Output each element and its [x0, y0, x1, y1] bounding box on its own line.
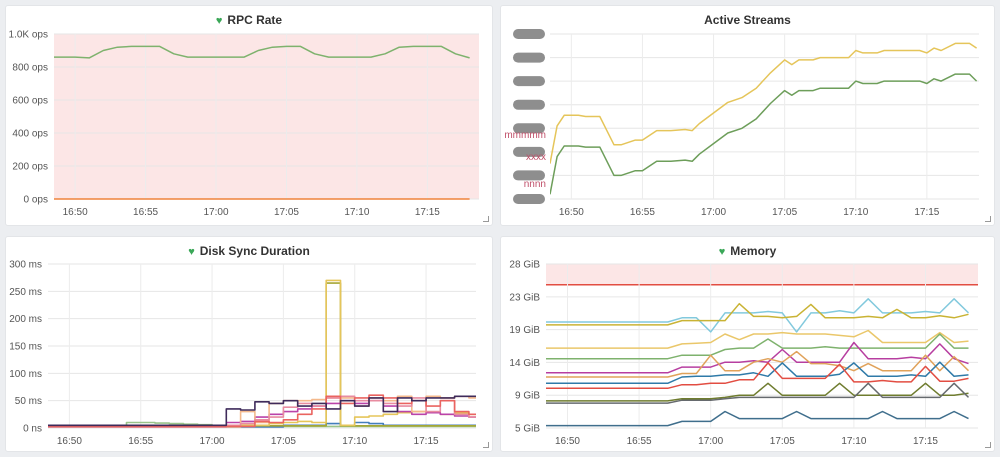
y-tick-label: 250 ms [9, 287, 42, 298]
x-tick-label: 16:55 [133, 207, 158, 218]
x-tick-label: 16:50 [57, 436, 82, 447]
x-tick-label: 16:50 [63, 207, 88, 218]
series-line-2 [546, 329, 969, 349]
panel-rpc-rate: 0 ops 200 ops 400 ops 600 ops 800 ops 1.0K op… [5, 5, 493, 226]
series-line-7 [48, 394, 476, 428]
threshold-band [546, 264, 978, 285]
series-line-5 [546, 350, 970, 378]
series-line-0 [54, 45, 470, 59]
y-tick-label-redacted [513, 52, 545, 63]
x-tick-label: 16:55 [630, 207, 655, 218]
disk-sync-duration-chart: 0 ns 50 ms 100 ms 150 ms 200 ms 250 ms 300 ms 1… [9, 260, 476, 447]
y-tick-label-redacted [513, 76, 545, 87]
resize-handle[interactable] [483, 216, 489, 222]
y-tick-label: 19 GiB [509, 325, 540, 336]
redaction-mark: nnnn [524, 179, 546, 190]
panel-title[interactable]: ♥ RPC Rate [6, 13, 492, 27]
x-tick-label: 17:05 [772, 207, 797, 218]
series-line-8 [546, 382, 969, 402]
series-line-4 [546, 341, 969, 374]
x-tick-label: 17:15 [414, 436, 439, 447]
x-tick-label: 17:10 [841, 436, 866, 447]
x-tick-label: 17:05 [271, 436, 296, 447]
series-line-0 [546, 298, 970, 333]
heart-icon: ♥ [215, 15, 223, 27]
redaction-mark: mmmmm [504, 130, 546, 141]
x-tick-label: 17:10 [344, 207, 369, 218]
y-tick-label: 100 ms [9, 369, 42, 380]
x-tick-label: 16:50 [559, 207, 584, 218]
y-tick-label: 14 GiB [509, 358, 540, 369]
panel-title-text: RPC Rate [227, 13, 283, 27]
series-line-3 [48, 279, 476, 428]
redaction-mark: xxxx [526, 152, 546, 163]
series-line-1 [546, 302, 969, 326]
panel-title[interactable]: ♥ Disk Sync Duration [6, 244, 492, 258]
resize-handle[interactable] [985, 442, 991, 448]
panel-active-streams: mmmmm xxxx nnnn 16:50 16:55 17:00 17:05 17:10 17… [500, 5, 995, 226]
series-line-6 [546, 361, 969, 385]
threshold-band [54, 34, 479, 199]
y-tick-label: 50 ms [15, 396, 42, 407]
y-tick-label: 200 ops [12, 162, 48, 173]
x-tick-label: 16:50 [555, 436, 580, 447]
x-tick-label: 17:05 [770, 436, 795, 447]
y-tick-label: 9 GiB [515, 391, 540, 402]
series-line-0 [550, 42, 978, 164]
active-streams-chart: mmmmm xxxx nnnn 16:50 16:55 17:00 17:05 17:10 17… [504, 29, 979, 218]
y-tick-label-redacted [513, 170, 545, 181]
y-tick-label: 0 ns [23, 424, 42, 435]
heart-icon: ♥ [188, 246, 195, 258]
x-tick-label: 17:10 [342, 436, 367, 447]
y-tick-label: 23 GiB [509, 292, 540, 303]
panel-title-text: Memory [730, 244, 777, 258]
heart-icon: ♥ [718, 246, 726, 258]
y-tick-label: 5 GiB [515, 424, 540, 435]
x-tick-label: 17:15 [913, 436, 938, 447]
series-line-7 [546, 362, 969, 390]
y-tick-label: 800 ops [12, 63, 48, 74]
series-line-9 [546, 382, 970, 404]
y-tick-label: 200 ms [9, 314, 42, 325]
x-tick-label: 17:00 [204, 207, 229, 218]
resize-handle[interactable] [985, 216, 991, 222]
panel-title[interactable]: Active Streams [501, 13, 994, 27]
y-tick-label: 300 ms [9, 260, 42, 271]
memory-chart: 5 GiB 9 GiB 14 GiB 19 GiB 23 GiB 28 GiB 16:50 1… [509, 260, 978, 447]
panel-title-text: Active Streams [704, 13, 791, 27]
y-tick-label: 150 ms [9, 342, 42, 353]
y-tick-label: 400 ops [12, 129, 48, 140]
panel-title-text: Disk Sync Duration [199, 244, 310, 258]
x-tick-label: 17:10 [843, 207, 868, 218]
y-tick-label-redacted [513, 146, 545, 157]
y-tick-label-redacted [513, 29, 545, 39]
x-tick-label: 17:15 [914, 207, 939, 218]
y-tick-label-redacted [513, 194, 545, 204]
x-tick-label: 17:05 [274, 207, 299, 218]
panel-memory: 5 GiB 9 GiB 14 GiB 19 GiB 23 GiB 28 GiB 16:50 1… [500, 236, 995, 452]
series-line-8 [48, 395, 476, 427]
y-tick-label: 600 ops [12, 96, 48, 107]
x-tick-label: 16:55 [627, 436, 652, 447]
series-line-1 [550, 73, 978, 195]
y-tick-label: 28 GiB [509, 260, 540, 271]
x-tick-label: 17:00 [698, 436, 723, 447]
resize-handle[interactable] [483, 442, 489, 448]
y-tick-label-redacted [513, 99, 545, 110]
x-tick-label: 17:15 [415, 207, 440, 218]
x-tick-label: 17:00 [701, 207, 726, 218]
x-tick-label: 17:00 [200, 436, 225, 447]
x-tick-label: 16:55 [128, 436, 153, 447]
series-line-10 [546, 410, 969, 427]
y-tick-label-redacted [513, 123, 545, 134]
series-line-3 [546, 333, 969, 360]
panel-disk-sync-duration: 0 ns 50 ms 100 ms 150 ms 200 ms 250 ms 300 ms 1… [5, 236, 493, 452]
y-tick-label: 0 ops [24, 195, 48, 206]
series-line-2 [48, 282, 476, 427]
panel-title[interactable]: ♥ Memory [501, 244, 994, 258]
rpc-rate-chart: 0 ops 200 ops 400 ops 600 ops 800 ops 1.0K op… [9, 30, 479, 218]
y-tick-label: 1.0K ops [9, 30, 48, 41]
